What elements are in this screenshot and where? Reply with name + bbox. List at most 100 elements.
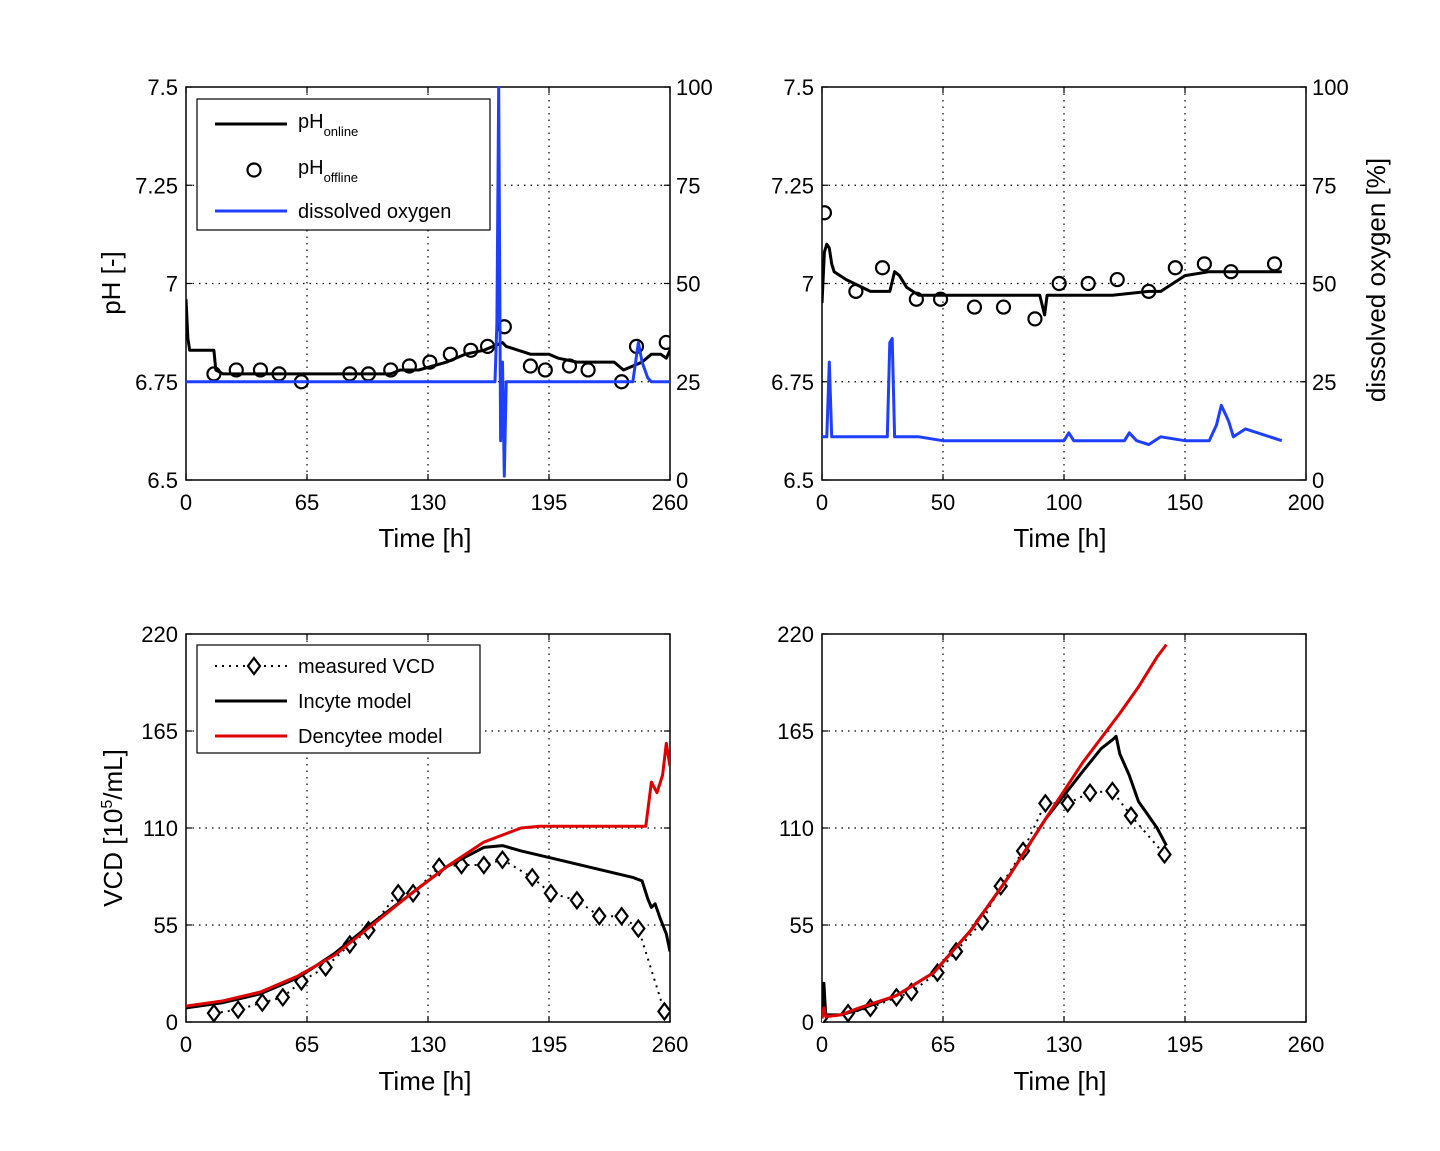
x-tick-label-bottom-right: 130 <box>1046 1032 1083 1057</box>
x-tick-label-top-right: 200 <box>1288 490 1325 515</box>
marker-measured-vcd-bottom-right <box>1060 793 1076 814</box>
marker-measured-vcd-bottom-left <box>390 883 406 904</box>
y-tick-label-top-left: 7 <box>166 272 178 297</box>
x-tick-label-top-right: 0 <box>816 490 828 515</box>
marker-ph-offline-top-right <box>874 260 891 276</box>
marker-measured-vcd-bottom-left <box>543 883 559 904</box>
xlabel-top-left: Time [h] <box>379 523 472 553</box>
line-dencytee-model-bottom-right <box>822 643 1168 1019</box>
panels-layer: 0 65 130 195 260 6.5 6.75 7 7.25 7.5 0 25 50 75 100 0 50… <box>135 75 1349 1057</box>
plot-area-top-right <box>822 205 1283 447</box>
xlabel-bottom-right: Time [h] <box>1014 1066 1107 1096</box>
x-tick-label-top-left: 195 <box>531 490 568 515</box>
line-ph-online-top-left <box>186 299 670 376</box>
marker-measured-vcd-bottom-left <box>254 992 270 1013</box>
marker-ph-offline-top-left <box>401 358 417 374</box>
y-tick-label-bottom-right: 165 <box>777 719 814 744</box>
marker-measured-vcd-bottom-left <box>569 890 585 911</box>
marker-ph-offline-top-right <box>1080 275 1096 292</box>
legend-label-dissolved-oxygen: dissolved oxygen <box>298 201 451 223</box>
legend-swatch-ph-offline <box>246 162 262 178</box>
y2-tick-label-top-left: 0 <box>676 468 688 493</box>
y2-tick-label-top-left: 75 <box>676 173 700 198</box>
y2-tick-label-top-right: 100 <box>1312 75 1349 100</box>
marker-measured-vcd-bottom-left <box>230 999 246 1020</box>
x-tick-label-bottom-right: 195 <box>1167 1032 1204 1057</box>
line-measured-vcd-bottom-left <box>213 858 666 1015</box>
ylabel-top-left: pH [-] <box>96 251 126 315</box>
legend-label-measured-vcd: measured VCD <box>298 656 435 678</box>
marker-ph-offline-top-right <box>966 299 983 315</box>
marker-measured-vcd-bottom-right <box>1157 844 1172 865</box>
line-dencytee-model-bottom-left <box>186 741 670 1008</box>
marker-measured-vcd-bottom-left <box>614 906 629 927</box>
x-tick-label-bottom-left: 260 <box>652 1032 689 1057</box>
line-dissolved-oxygen-top-right <box>822 337 1283 447</box>
y-tick-label-bottom-left: 165 <box>141 719 178 744</box>
marker-measured-vcd-bottom-left <box>591 906 607 927</box>
marker-measured-vcd-bottom-left <box>524 867 540 888</box>
y-tick-label-bottom-right: 55 <box>790 913 814 938</box>
y-tick-label-bottom-left: 55 <box>154 913 178 938</box>
marker-measured-vcd-bottom-right <box>948 941 964 962</box>
y2-tick-label-top-right: 0 <box>1312 468 1324 493</box>
y-tick-label-top-left: 7.5 <box>147 75 178 100</box>
marker-measured-vcd-bottom-right <box>1105 781 1120 801</box>
xlabel-top-right: Time [h] <box>1014 523 1107 553</box>
x-tick-label-top-right: 100 <box>1046 490 1083 515</box>
marker-measured-vcd-bottom-left <box>206 1003 222 1023</box>
ylabel-bottom-left-main: VCD [10 <box>98 809 128 907</box>
plot-area-top-left <box>186 86 670 478</box>
marker-ph-offline-top-left <box>228 362 244 378</box>
x-tick-label-bottom-right: 260 <box>1288 1032 1325 1057</box>
marker-ph-offline-top-right <box>1141 283 1157 299</box>
y-tick-label-bottom-left: 220 <box>141 622 178 647</box>
marker-ph-offline-top-right <box>1223 264 1239 280</box>
marker-ph-offline-top-left <box>522 358 538 374</box>
marker-ph-offline-top-left <box>252 362 269 378</box>
x-tick-label-bottom-left: 130 <box>410 1032 447 1057</box>
y-tick-label-top-left: 6.75 <box>135 370 178 395</box>
marker-ph-offline-top-left <box>561 358 578 374</box>
x-tick-label-bottom-left: 0 <box>180 1032 192 1057</box>
marker-ph-offline-top-left <box>658 334 670 351</box>
y-tick-label-top-right: 7.25 <box>771 173 814 198</box>
marker-ph-offline-top-right <box>1109 271 1125 288</box>
ylabel-bottom-left-sup: 5 <box>99 800 116 809</box>
plot-area-bottom-left <box>186 741 670 1023</box>
chart-top-left: 0 65 130 195 260 6.5 6.75 7 7.25 7.5 0 25 50 75 100 <box>135 75 713 515</box>
x-tick-label-bottom-right: 0 <box>816 1032 828 1057</box>
y2label-top-right: dissolved oxygen [%] <box>1361 158 1391 402</box>
y-tick-label-bottom-left: 110 <box>143 816 178 841</box>
legend-label-dencytee: Dencytee model <box>298 726 443 748</box>
x-tick-label-top-right: 50 <box>931 490 955 515</box>
marker-ph-offline-top-right <box>908 291 924 307</box>
y2-tick-label-top-right: 25 <box>1312 370 1336 395</box>
x-tick-label-bottom-left: 195 <box>531 1032 568 1057</box>
marker-ph-offline-top-right <box>1027 311 1043 327</box>
x-tick-label-top-left: 0 <box>180 490 192 515</box>
line-dissolved-oxygen-top-left <box>186 86 670 478</box>
y-tick-label-top-left: 7.25 <box>135 173 178 198</box>
marker-ph-offline-top-left <box>422 354 438 370</box>
marker-ph-offline-top-left <box>442 346 458 362</box>
y2-tick-label-top-right: 50 <box>1312 272 1336 297</box>
y-tick-label-top-right: 6.75 <box>771 370 814 395</box>
marker-ph-offline-top-left <box>463 342 479 358</box>
legend-label-ph-offline: pHoffline <box>298 157 358 185</box>
y2-tick-label-top-left: 100 <box>676 75 713 100</box>
y-tick-label-top-right: 6.5 <box>783 468 814 493</box>
marker-measured-vcd-bottom-right <box>1123 805 1139 826</box>
marker-ph-offline-top-left <box>383 362 399 378</box>
marker-measured-vcd-bottom-right <box>930 962 945 983</box>
x-tick-label-top-left: 65 <box>295 490 319 515</box>
chart-bottom-right: 0 65 130 195 260 0 55 110 165 220 <box>777 622 1324 1057</box>
legend-label-incyte: Incyte model <box>298 691 411 713</box>
legend-top-left: pHonline pHoffline dissolved oxygen <box>196 98 491 231</box>
plot-area-bottom-right <box>822 643 1172 1023</box>
y2-tick-label-top-right: 75 <box>1312 173 1336 198</box>
marker-ph-offline-top-right <box>932 291 949 307</box>
marker-ph-offline-top-right <box>1051 275 1067 292</box>
chart-bottom-left: 0 65 130 195 260 0 55 110 165 220 <box>141 622 688 1057</box>
